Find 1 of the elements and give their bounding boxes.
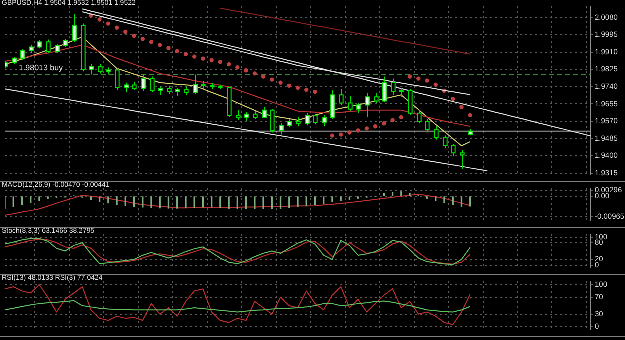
ref-line-label: 1.98013 buy (19, 64, 64, 73)
